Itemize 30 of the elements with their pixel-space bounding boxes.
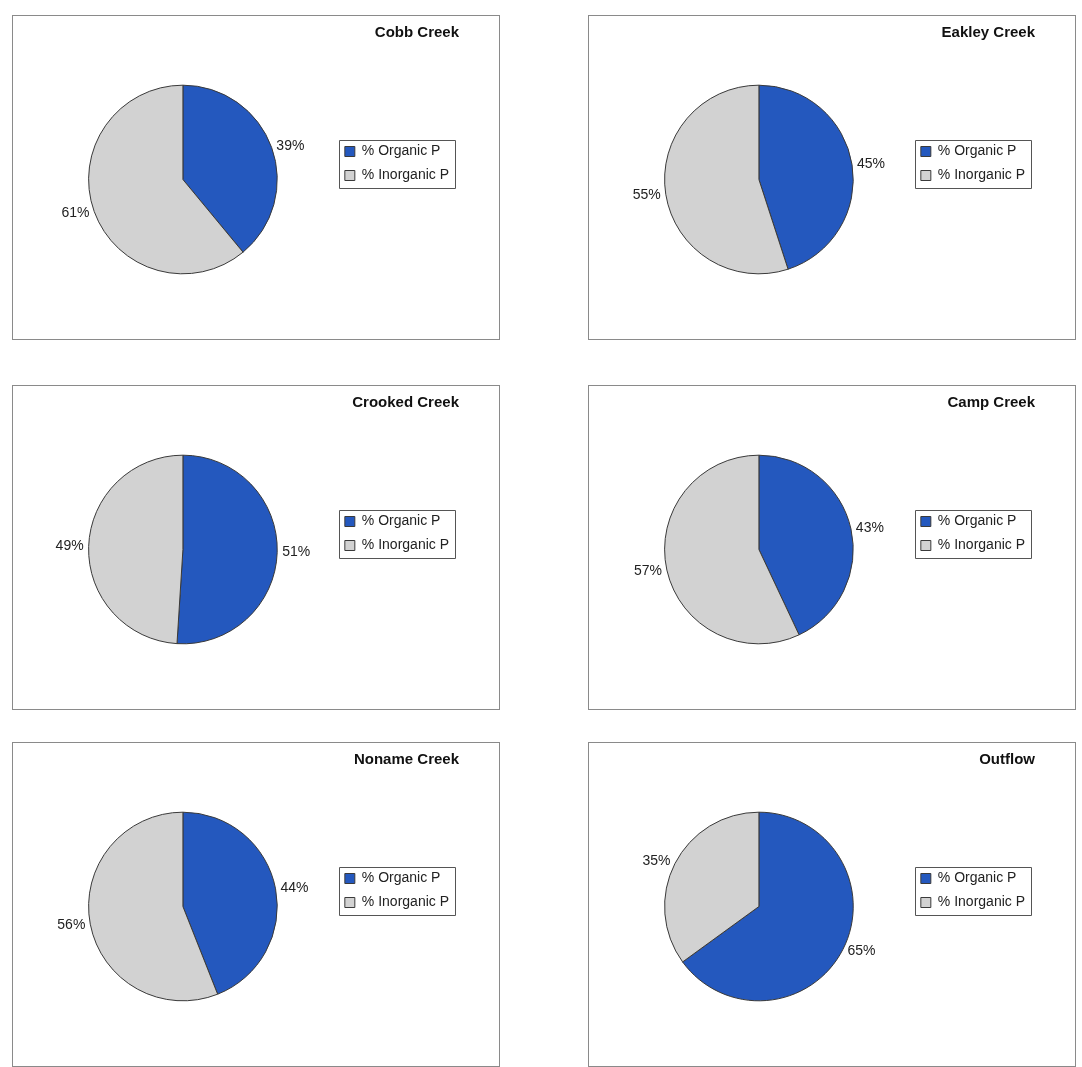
legend-label: % Organic P	[361, 869, 441, 886]
data-label: 39%	[276, 136, 305, 153]
legend-label: % Organic P	[361, 512, 441, 529]
data-label: 44%	[280, 878, 309, 895]
legend-label: % Inorganic P	[361, 536, 450, 553]
data-label: 55%	[632, 185, 661, 202]
data-label: 51%	[282, 543, 311, 560]
legend-label: % Organic P	[361, 142, 441, 159]
legend-label: % Inorganic P	[937, 166, 1026, 183]
legend-label: % Inorganic P	[937, 536, 1026, 553]
data-label: 56%	[57, 915, 86, 932]
legend-label: % Organic P	[937, 512, 1017, 529]
legend-label: % Organic P	[937, 142, 1017, 159]
data-label: 65%	[847, 942, 876, 959]
data-label: 49%	[55, 537, 84, 554]
chart-title: Camp Creek	[947, 393, 1036, 411]
legend-label: % Inorganic P	[937, 893, 1026, 910]
data-label: 45%	[857, 154, 886, 171]
data-label: 43%	[855, 518, 884, 535]
data-label: 57%	[633, 562, 662, 579]
data-label: 35%	[642, 852, 671, 869]
chart-title: Eakley Creek	[941, 23, 1036, 41]
legend-label: % Organic P	[937, 869, 1017, 886]
chart-title: Cobb Creek	[374, 23, 460, 41]
chart-title: Noname Creek	[353, 750, 460, 768]
legend-label: % Inorganic P	[361, 893, 450, 910]
chart-title: Outflow	[979, 750, 1036, 768]
chart-title: Crooked Creek	[352, 393, 460, 411]
legend-label: % Inorganic P	[361, 166, 450, 183]
data-label: 61%	[61, 204, 90, 220]
